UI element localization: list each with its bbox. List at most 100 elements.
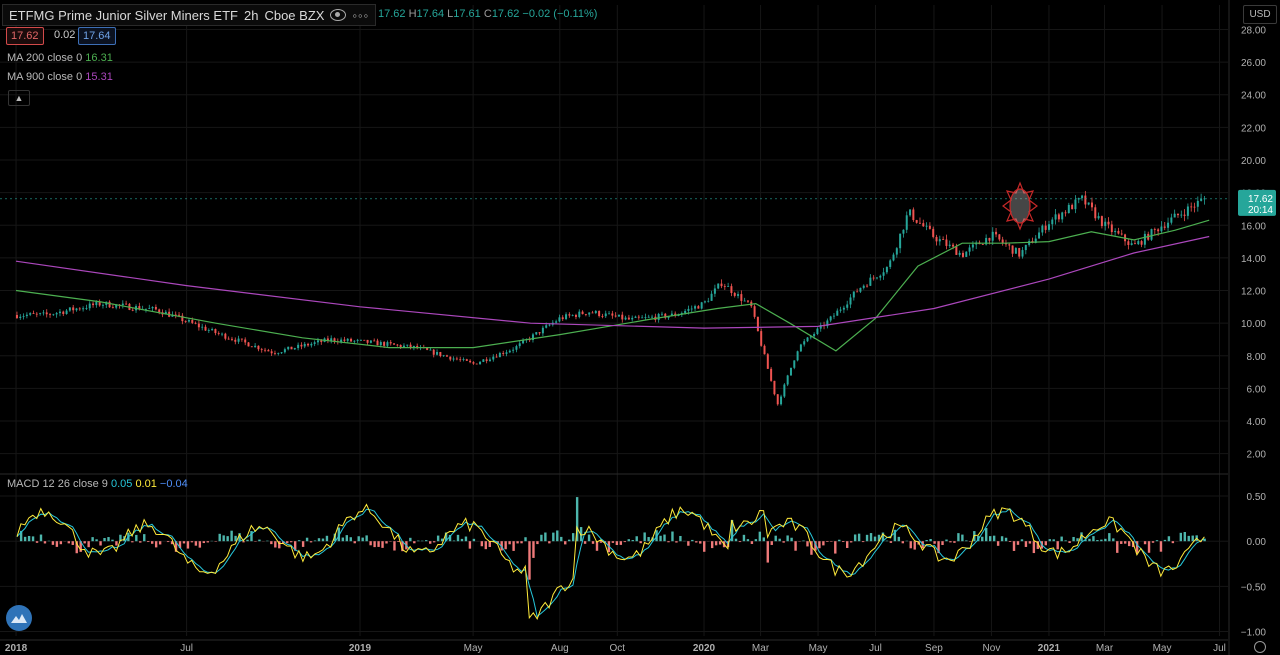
candle	[531, 332, 534, 343]
tradingview-logo-icon[interactable]	[6, 605, 32, 631]
macd-hist-bar	[1048, 539, 1051, 542]
candle-body	[386, 342, 389, 346]
x-tick-label: Oct	[610, 643, 626, 654]
macd-legend[interactable]: MACD 12 26 close 9 0.05 0.01 −0.04	[7, 478, 188, 490]
macd-hist-bar	[671, 531, 674, 542]
candle	[1054, 208, 1057, 225]
candle-body	[224, 333, 227, 339]
candle-body	[565, 314, 568, 320]
x-tick-label: 2019	[349, 643, 372, 654]
price-pane	[0, 190, 1228, 406]
candle-body	[1150, 229, 1153, 240]
macd-hist-bar	[333, 533, 337, 542]
candle-body	[465, 359, 468, 361]
candle	[889, 259, 892, 270]
candle-body	[816, 328, 819, 334]
candle	[776, 394, 779, 406]
candle-body	[39, 313, 42, 314]
candle	[743, 297, 746, 302]
gear-icon[interactable]	[1254, 641, 1266, 653]
candle	[568, 312, 571, 318]
candle-body	[713, 288, 716, 294]
candle-body	[664, 313, 667, 318]
eye-icon[interactable]	[330, 9, 347, 21]
macd-hist-bar	[1028, 541, 1032, 544]
macd-hist-bar	[615, 541, 619, 545]
candle-body	[1024, 244, 1027, 251]
macd-hist-bar	[202, 541, 206, 544]
candle	[598, 310, 601, 318]
ohlc-high: 17.64	[416, 8, 445, 20]
symbol-title[interactable]: ETFMG Prime Junior Silver Miners ETF	[9, 7, 238, 23]
candle-body	[310, 343, 313, 346]
candle	[555, 319, 558, 324]
candle-body	[756, 316, 759, 332]
x-tick-label: Mar	[752, 643, 770, 654]
candle-body	[1163, 226, 1166, 228]
candle-body	[571, 314, 574, 316]
macd-hist-bar	[849, 541, 853, 543]
grid	[0, 0, 1230, 655]
candle-body	[293, 348, 296, 350]
candle-body	[965, 251, 968, 257]
x-tick-label: Jul	[180, 643, 193, 654]
candle	[1090, 197, 1093, 211]
candle-body	[1170, 217, 1173, 223]
more-icon[interactable]: ◦◦◦	[352, 7, 370, 23]
macd-hist-bar	[274, 541, 277, 548]
macd-hist-bar	[599, 541, 603, 543]
candle	[882, 267, 885, 280]
ma200-legend[interactable]: MA 200 close 0 16.31	[7, 52, 113, 64]
candle	[35, 312, 38, 318]
candle-body	[594, 311, 597, 314]
candle-body	[905, 215, 908, 230]
candle-body	[488, 359, 491, 361]
candle	[700, 301, 703, 310]
macd-hist-bar	[679, 535, 682, 542]
macd-hist-bar	[659, 535, 662, 542]
candle-body	[948, 244, 951, 246]
bid-price[interactable]: 17.62	[6, 27, 44, 45]
candle	[184, 320, 187, 323]
candle	[1153, 227, 1156, 235]
candle-body	[799, 344, 802, 352]
candle	[621, 311, 624, 323]
macd-hist-bar	[568, 539, 571, 542]
candle	[449, 356, 452, 362]
axes: 2.004.006.008.0010.0012.0014.0016.0018.0…	[5, 25, 1276, 654]
interval-label[interactable]: 2h	[243, 7, 259, 23]
macd-hist-bar	[361, 537, 364, 542]
macd-hist-bar	[806, 541, 809, 547]
candle-body	[657, 313, 660, 320]
symbol-header[interactable]: ETFMG Prime Junior Silver Miners ETF 2h …	[2, 4, 377, 26]
candle-body	[366, 339, 369, 343]
candle-body	[49, 314, 52, 316]
candle	[1087, 202, 1090, 206]
macd-hist-bar	[1112, 538, 1115, 542]
candle	[333, 337, 336, 344]
ask-price[interactable]: 17.64	[78, 27, 116, 45]
candle	[727, 282, 730, 287]
candle	[1107, 217, 1110, 229]
candle	[356, 338, 359, 343]
ma900-legend[interactable]: MA 900 close 0 15.31	[7, 71, 113, 83]
annotation-ellipse[interactable]	[1002, 181, 1038, 231]
candle	[101, 303, 104, 309]
macd-hist-bar	[985, 528, 988, 542]
candle	[859, 287, 862, 293]
macd-hist-bar	[981, 536, 984, 542]
chevron-up-icon[interactable]: ▲	[8, 90, 30, 106]
candle	[991, 227, 994, 246]
macd-hist-bar	[147, 541, 150, 543]
candle-body	[201, 326, 204, 328]
macd-hist-bar	[742, 534, 746, 542]
candle	[498, 351, 501, 358]
candle	[396, 343, 399, 347]
candle-body	[455, 358, 458, 360]
candle-body	[257, 345, 260, 350]
candle-body	[531, 334, 534, 340]
signal-value: 0.01	[135, 478, 157, 490]
currency-button[interactable]: USD	[1243, 5, 1277, 24]
candle	[730, 283, 733, 297]
